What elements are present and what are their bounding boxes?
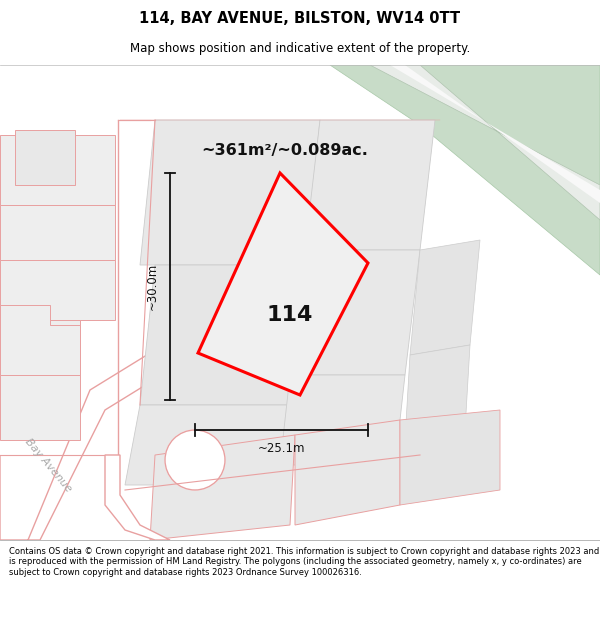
Polygon shape [295, 420, 400, 525]
Polygon shape [370, 65, 600, 220]
Polygon shape [280, 375, 405, 465]
Polygon shape [330, 65, 600, 275]
Polygon shape [0, 135, 115, 205]
Polygon shape [0, 320, 80, 375]
Polygon shape [290, 250, 420, 375]
Polygon shape [0, 305, 80, 375]
Polygon shape [410, 240, 480, 355]
Polygon shape [150, 435, 295, 540]
Polygon shape [390, 65, 600, 203]
Polygon shape [140, 120, 320, 265]
Polygon shape [0, 375, 80, 440]
Polygon shape [125, 405, 290, 485]
Polygon shape [15, 130, 75, 185]
Text: ~30.0m: ~30.0m [146, 263, 158, 310]
Text: Contains OS data © Crown copyright and database right 2021. This information is : Contains OS data © Crown copyright and d… [9, 547, 599, 577]
Text: ~361m²/~0.089ac.: ~361m²/~0.089ac. [202, 142, 368, 158]
Polygon shape [140, 265, 305, 405]
Polygon shape [105, 455, 170, 540]
Polygon shape [400, 410, 500, 505]
Text: ~25.1m: ~25.1m [258, 441, 305, 454]
Polygon shape [0, 205, 115, 260]
Polygon shape [405, 345, 470, 440]
Polygon shape [0, 260, 115, 320]
Polygon shape [0, 340, 285, 540]
Text: 114, BAY AVENUE, BILSTON, WV14 0TT: 114, BAY AVENUE, BILSTON, WV14 0TT [139, 11, 461, 26]
Text: Map shows position and indicative extent of the property.: Map shows position and indicative extent… [130, 42, 470, 55]
Polygon shape [305, 120, 435, 250]
Circle shape [165, 430, 225, 490]
Polygon shape [198, 173, 368, 395]
Text: 114: 114 [267, 305, 313, 325]
Text: Bay Avenue: Bay Avenue [23, 436, 73, 494]
